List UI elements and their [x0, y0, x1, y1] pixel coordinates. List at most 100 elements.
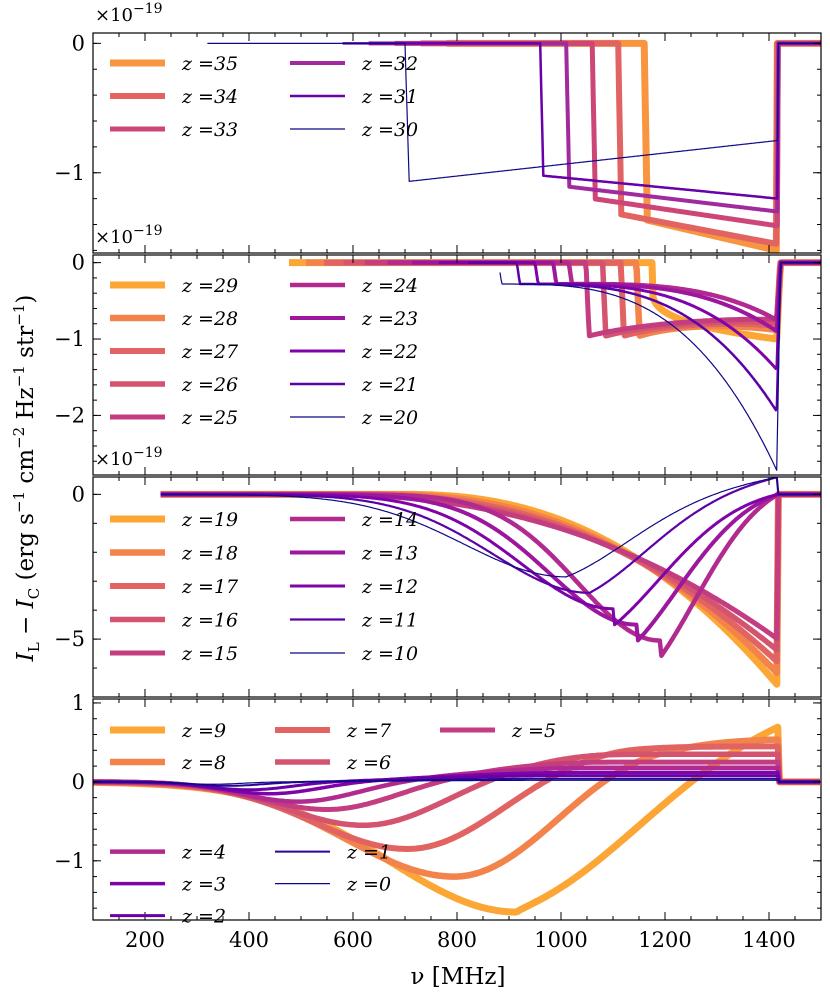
- legend-label: z =23: [361, 308, 418, 330]
- series-line-33: [393, 40, 821, 229]
- panel-1-lines: [207, 39, 821, 253]
- legend-label: z =12: [361, 576, 418, 598]
- legend-label: z =14: [361, 509, 418, 531]
- legend-entry-24: z =24: [290, 275, 418, 297]
- y-tick-label: −1: [54, 849, 85, 873]
- x-tick-label: 1000: [534, 928, 587, 952]
- legend-label: z =35: [181, 53, 238, 75]
- panel-4-legend: z =9 z =8 z =7 z =6 z =5 z =4 z =3 z =2 z =1 z =0: [110, 720, 556, 928]
- series-line-11: [160, 477, 821, 594]
- y-label-hz: Hz: [13, 387, 39, 427]
- plot-axes: 0 −1 ×10−19 0 −1 −2 ×10−19 0 −5 ×10−19 1 0 −1 200 400 6…: [54, 1, 822, 952]
- y-tick-label: 0: [72, 31, 85, 55]
- legend-label: z =27: [181, 341, 239, 363]
- y-label-str: str: [13, 326, 39, 365]
- legend-label: z =32: [361, 53, 418, 75]
- legend-label: z =33: [181, 119, 238, 141]
- y-label-cm: cm: [13, 449, 39, 491]
- legend-entry-15: z =15: [110, 643, 238, 665]
- legend-entry-19: z =19: [110, 509, 238, 531]
- y-tick-label: 0: [72, 770, 85, 794]
- y-label-exp2: −2: [10, 427, 28, 449]
- legend-entry-14: z =14: [290, 509, 418, 531]
- legend-label: z =20: [361, 407, 418, 429]
- series-line-10: [160, 477, 821, 578]
- series-line-22: [438, 261, 821, 370]
- legend-label: z =9: [181, 720, 226, 742]
- panel-3-multiplier: ×10−19: [95, 445, 163, 470]
- legend-entry-12: z =12: [290, 576, 418, 598]
- legend-label: z =11: [361, 610, 418, 632]
- y-label-I: I: [13, 651, 39, 662]
- plot-lines: [93, 39, 821, 916]
- panel-2-multiplier: ×10−19: [95, 223, 163, 248]
- y-axis-label: IL − IC (erg s−1 cm−2 Hz−1 str−1): [10, 295, 43, 663]
- x-axis-label: ν [MHz]: [411, 964, 506, 990]
- x-tick-label: 600: [333, 928, 373, 952]
- legend-entry-6: z =6: [275, 752, 391, 774]
- legend-label: z =16: [181, 610, 238, 632]
- series-line-0: [93, 779, 820, 785]
- legend-label: z =17: [181, 576, 239, 598]
- legend-entry-25: z =25: [110, 407, 238, 429]
- y-label-sub-C: C: [25, 588, 43, 599]
- legend-label: z =15: [181, 643, 238, 665]
- series-line-20: [499, 262, 821, 471]
- panel-3-legend: z =19 z =18 z =17 z =16 z =15 z =14 z =13 z =12…: [110, 509, 418, 665]
- legend-entry-31: z =31: [290, 86, 418, 108]
- legend-entry-21: z =21: [290, 374, 418, 396]
- y-tick-label: −1: [54, 327, 85, 351]
- x-tick-label: 400: [229, 928, 269, 952]
- legend-entry-22: z =22: [290, 341, 418, 363]
- legend-entry-26: z =26: [110, 374, 238, 396]
- y-tick-label: −5: [54, 627, 85, 651]
- legend-label: z =5: [511, 720, 556, 742]
- y-label-unit-close: ): [13, 295, 39, 304]
- series-line-19: [158, 490, 821, 688]
- legend-label: z =19: [181, 509, 238, 531]
- legend-entry-1: z =1: [275, 842, 391, 864]
- legend-entry-10: z =10: [290, 643, 418, 665]
- legend-entry-28: z =28: [110, 308, 238, 330]
- panel-2-lines: [286, 259, 821, 471]
- x-tick-label: 800: [437, 928, 477, 952]
- legend-entry-7: z =7: [275, 720, 392, 742]
- y-tick-label: 0: [72, 482, 85, 506]
- legend-label: z =6: [346, 752, 391, 774]
- legend-label: z =18: [181, 543, 238, 565]
- series-line-23: [411, 260, 821, 333]
- legend-entry-8: z =8: [110, 752, 226, 774]
- x-tick-label: 1400: [742, 928, 795, 952]
- y-label-I2: I: [13, 598, 39, 609]
- series-line-34: [418, 40, 821, 247]
- legend-label: z =13: [361, 543, 418, 565]
- legend-label: z =0: [346, 874, 391, 896]
- y-tick-label: −1: [54, 161, 85, 185]
- legend-entry-32: z =32: [290, 53, 418, 75]
- legend-entry-35: z =35: [110, 53, 238, 75]
- series-line-2: [93, 774, 820, 792]
- legend-entry-29: z =29: [110, 275, 238, 297]
- legend-label: z =28: [181, 308, 238, 330]
- legend-label: z =30: [361, 119, 418, 141]
- series-line-30: [207, 42, 821, 182]
- y-label-exp4: −1: [10, 304, 28, 326]
- legend-entry-11: z =11: [290, 610, 418, 632]
- legend-entry-33: z =33: [110, 119, 238, 141]
- y-label-sub-L: L: [25, 642, 43, 652]
- axis-labels: ν [MHz] IL − IC (erg s−1 cm−2 Hz−1 str−1…: [10, 295, 505, 990]
- legend-entry-5: z =5: [440, 720, 556, 742]
- panel-2-legend: z =29 z =28 z =27 z =26 z =25 z =24 z =23 z =22…: [110, 275, 418, 429]
- y-tick-label: 0: [72, 251, 85, 275]
- series-line-1: [93, 777, 820, 787]
- panel-1-multiplier: ×10−19: [95, 1, 163, 26]
- series-line-31: [342, 42, 821, 200]
- y-label-unit-open: (erg s: [13, 513, 39, 588]
- panel-1-legend: z =35 z =34 z =33 z =32 z =31 z =30: [110, 53, 418, 141]
- y-label-exp1: −1: [10, 491, 28, 513]
- legend-label: z =26: [181, 374, 238, 396]
- panel-3-lines: [158, 477, 821, 688]
- legend-entry-18: z =18: [110, 543, 238, 565]
- legend-label: z =29: [181, 275, 238, 297]
